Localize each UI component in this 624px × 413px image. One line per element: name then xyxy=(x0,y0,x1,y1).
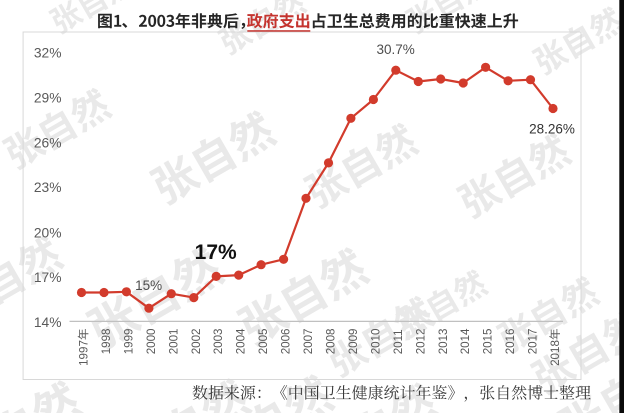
svg-text:2003: 2003 xyxy=(212,329,225,355)
svg-text:29%: 29% xyxy=(34,91,62,106)
svg-text:2005: 2005 xyxy=(257,329,270,355)
svg-text:15%: 15% xyxy=(135,278,162,293)
svg-text:2002: 2002 xyxy=(190,329,203,355)
svg-text:26%: 26% xyxy=(34,135,62,150)
svg-text:2014: 2014 xyxy=(459,328,472,354)
svg-text:2009: 2009 xyxy=(347,329,360,355)
svg-text:2017: 2017 xyxy=(527,329,540,355)
svg-text:32%: 32% xyxy=(34,46,62,61)
svg-text:23%: 23% xyxy=(34,180,62,195)
svg-text:30.7%: 30.7% xyxy=(376,42,414,57)
svg-text:2008: 2008 xyxy=(325,329,338,355)
svg-text:2015: 2015 xyxy=(482,329,495,355)
svg-text:2001: 2001 xyxy=(167,329,180,355)
svg-text:17%: 17% xyxy=(34,270,62,285)
svg-text:28.26%: 28.26% xyxy=(529,121,575,136)
svg-text:1998: 1998 xyxy=(100,329,113,355)
svg-text:17%: 17% xyxy=(195,241,237,264)
svg-text:2013: 2013 xyxy=(437,329,450,355)
svg-text:2000: 2000 xyxy=(145,329,158,355)
svg-text:20%: 20% xyxy=(34,226,62,241)
svg-text:1999: 1999 xyxy=(122,329,135,355)
svg-text:2010: 2010 xyxy=(369,329,382,355)
svg-text:2011: 2011 xyxy=(392,329,405,354)
svg-text:2007: 2007 xyxy=(302,329,315,355)
svg-text:2016: 2016 xyxy=(504,329,517,355)
svg-text:2018: 2018 xyxy=(549,340,562,366)
svg-text:2012: 2012 xyxy=(414,329,427,355)
svg-text:1997: 1997 xyxy=(78,340,91,366)
svg-text:2006: 2006 xyxy=(280,329,293,355)
svg-text:2004: 2004 xyxy=(235,328,248,354)
svg-text:14%: 14% xyxy=(34,315,62,330)
